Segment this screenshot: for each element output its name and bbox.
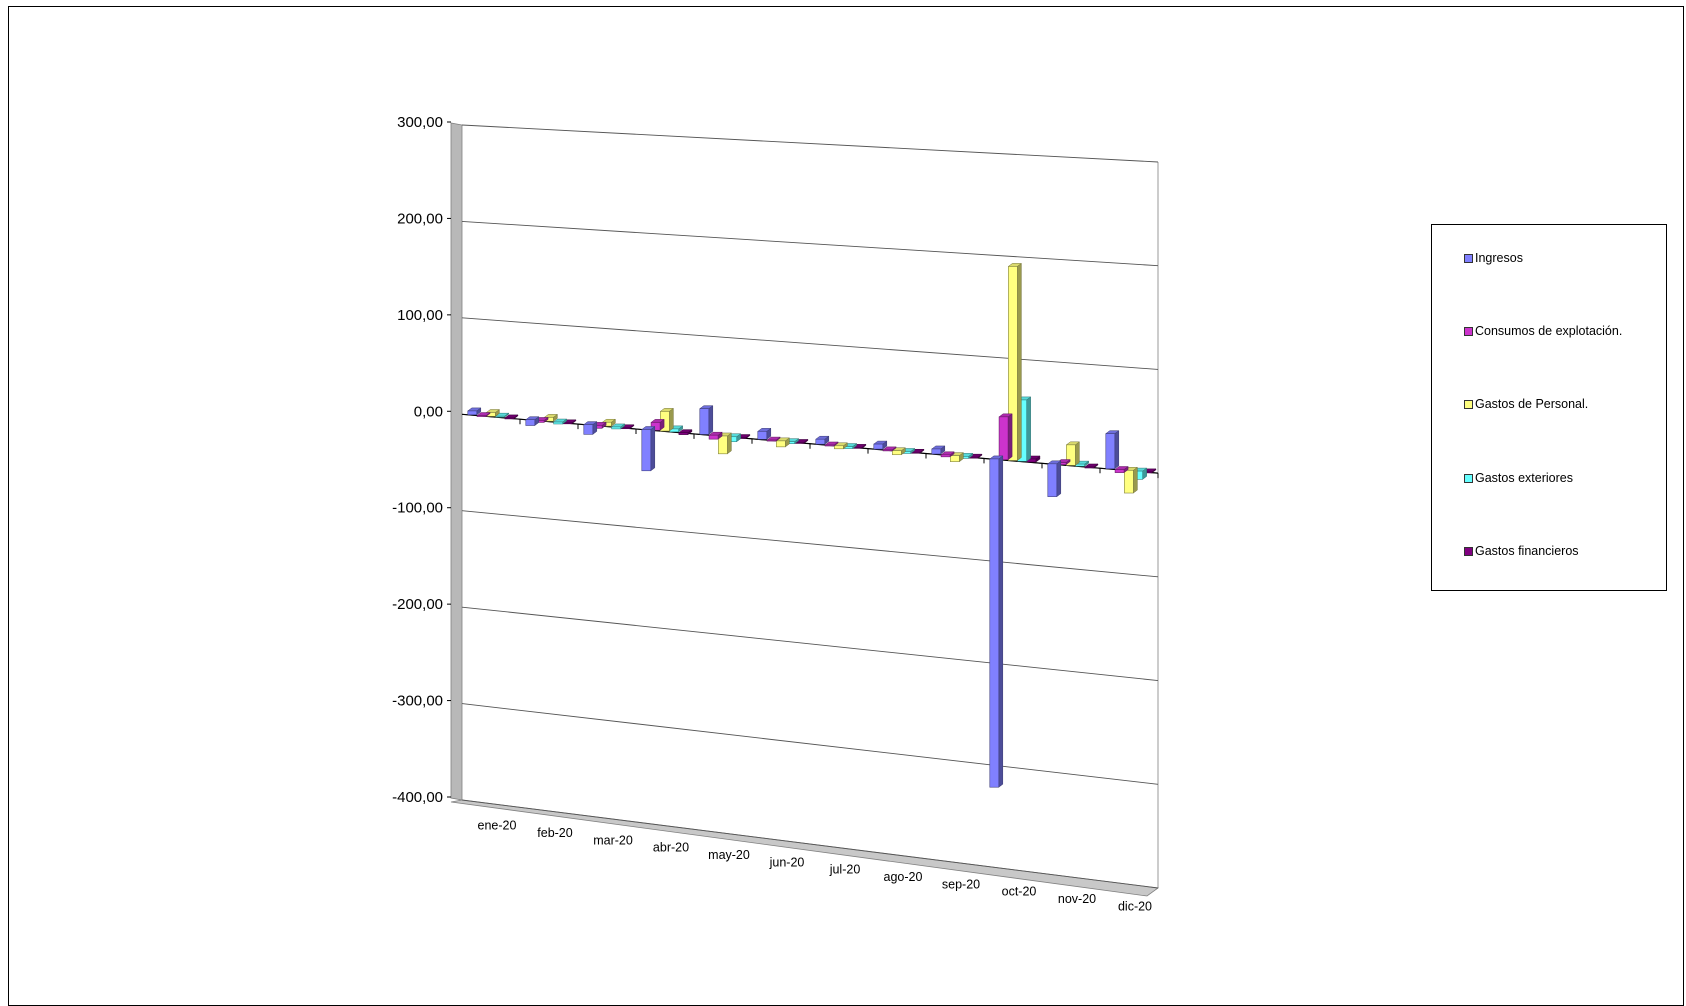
legend-item-consumos: Consumos de explotación.	[1464, 324, 1622, 338]
bar-ingresos-ene-20	[467, 407, 482, 416]
bar-gastos-de-personal-ene-20	[485, 408, 501, 417]
bar-gastos-de-personal-nov-20	[1065, 441, 1081, 466]
y-tick-label: 300,00	[397, 114, 443, 131]
bar-ingresos-sep-20	[931, 445, 946, 455]
x-tick-label: sep-20	[942, 877, 980, 891]
legend-label: Consumos de explotación.	[1475, 324, 1623, 338]
y-tick-label: -400,00	[392, 789, 443, 806]
x-tick-label: nov-20	[1058, 892, 1096, 906]
x-tick-label: feb-20	[537, 826, 572, 840]
bar-consumos-de-explotaci-n-jul-20	[824, 441, 839, 447]
bar-ingresos-may-20	[699, 405, 714, 435]
legend-item-ingresos: Ingresos	[1464, 251, 1523, 265]
bar-gastos-exteriores-mar-20	[610, 423, 626, 430]
bar-gastos-de-personal-abr-20	[659, 407, 675, 432]
bar-ingresos-ago-20	[873, 440, 888, 450]
bar-gastos-financieros-nov-20	[1084, 463, 1099, 469]
gridline	[461, 606, 1159, 682]
legend-item-financieros: Gastos financieros	[1464, 544, 1579, 558]
chart-plot: 300,00 200,00 100,00 0,00 -100,00 -200,00 -300…	[392, 114, 1160, 913]
bar-consumos-de-explotaci-n-oct-20	[998, 413, 1013, 461]
x-tick-label: mar-20	[593, 833, 633, 847]
bar-gastos-exteriores-feb-20	[552, 418, 568, 425]
bar-ingresos-jun-20	[757, 427, 772, 440]
bar-ingresos-dic-20	[1105, 430, 1120, 470]
gridline	[461, 220, 1159, 267]
gridline	[461, 510, 1159, 578]
bar-gastos-financieros-abr-20	[678, 429, 693, 436]
bar-ingresos-abr-20	[641, 425, 656, 472]
chart-legend: Ingresos Consumos de explotación. Gastos…	[1431, 224, 1667, 591]
bar-ingresos-jul-20	[815, 435, 830, 445]
x-tick-label: jul-20	[829, 863, 861, 877]
bar-gastos-de-personal-oct-20	[1007, 262, 1023, 461]
legend-swatch	[1464, 546, 1473, 556]
bar-ingresos-feb-20	[525, 416, 540, 427]
gridline	[461, 799, 1159, 889]
legend-swatch	[1464, 326, 1473, 336]
x-tick-label: abr-20	[653, 841, 689, 855]
bar-ingresos-mar-20	[583, 421, 598, 435]
gridline	[461, 317, 1159, 370]
y-tick-label: -100,00	[392, 500, 443, 517]
bar-gastos-de-personal-feb-20	[543, 413, 559, 422]
side-wall	[450, 122, 463, 801]
x-tick-label: may-20	[708, 848, 750, 862]
x-tick-label: ene-20	[478, 819, 517, 833]
y-tick-label: 100,00	[397, 307, 443, 324]
x-tick-label: oct-20	[1002, 885, 1037, 899]
legend-label: Gastos de Personal.	[1475, 397, 1589, 411]
bar-gastos-financieros-ene-20	[504, 414, 519, 420]
bar-ingresos-oct-20	[989, 455, 1004, 788]
x-tick-label: jun-20	[769, 855, 805, 869]
bar-consumos-de-explotaci-n-jun-20	[766, 436, 781, 442]
legend-item-personal: Gastos de Personal.	[1464, 397, 1588, 411]
legend-label: Gastos financieros	[1475, 544, 1579, 558]
legend-swatch	[1464, 473, 1473, 483]
y-tick-label: 200,00	[397, 210, 443, 227]
bar-consumos-de-explotaci-n-ene-20	[476, 412, 491, 418]
legend-label: Ingresos	[1475, 251, 1523, 265]
bar-ingresos-nov-20	[1047, 460, 1062, 498]
floor	[450, 799, 1160, 897]
x-tick-label: dic-20	[1118, 899, 1152, 913]
y-tick-label: -300,00	[392, 693, 443, 710]
x-tick-label: ago-20	[884, 870, 923, 884]
gridline	[461, 703, 1159, 785]
bar-consumos-de-explotaci-n-ago-20	[882, 446, 897, 452]
gridline	[461, 124, 1159, 163]
bar-consumos-de-explotaci-n-may-20	[708, 431, 723, 440]
legend-label: Gastos exteriores	[1475, 471, 1573, 485]
y-tick-label: -200,00	[392, 596, 443, 613]
bar-gastos-exteriores-oct-20	[1016, 396, 1032, 462]
bar-consumos-de-explotaci-n-sep-20	[940, 451, 955, 458]
bar-consumos-de-explotaci-n-dic-20	[1114, 466, 1129, 474]
legend-swatch	[1464, 399, 1473, 409]
legend-swatch	[1464, 253, 1473, 263]
legend-item-exteriores: Gastos exteriores	[1464, 471, 1573, 485]
y-tick-label: 0,00	[414, 403, 443, 420]
bar-gastos-de-personal-mar-20	[601, 418, 617, 427]
